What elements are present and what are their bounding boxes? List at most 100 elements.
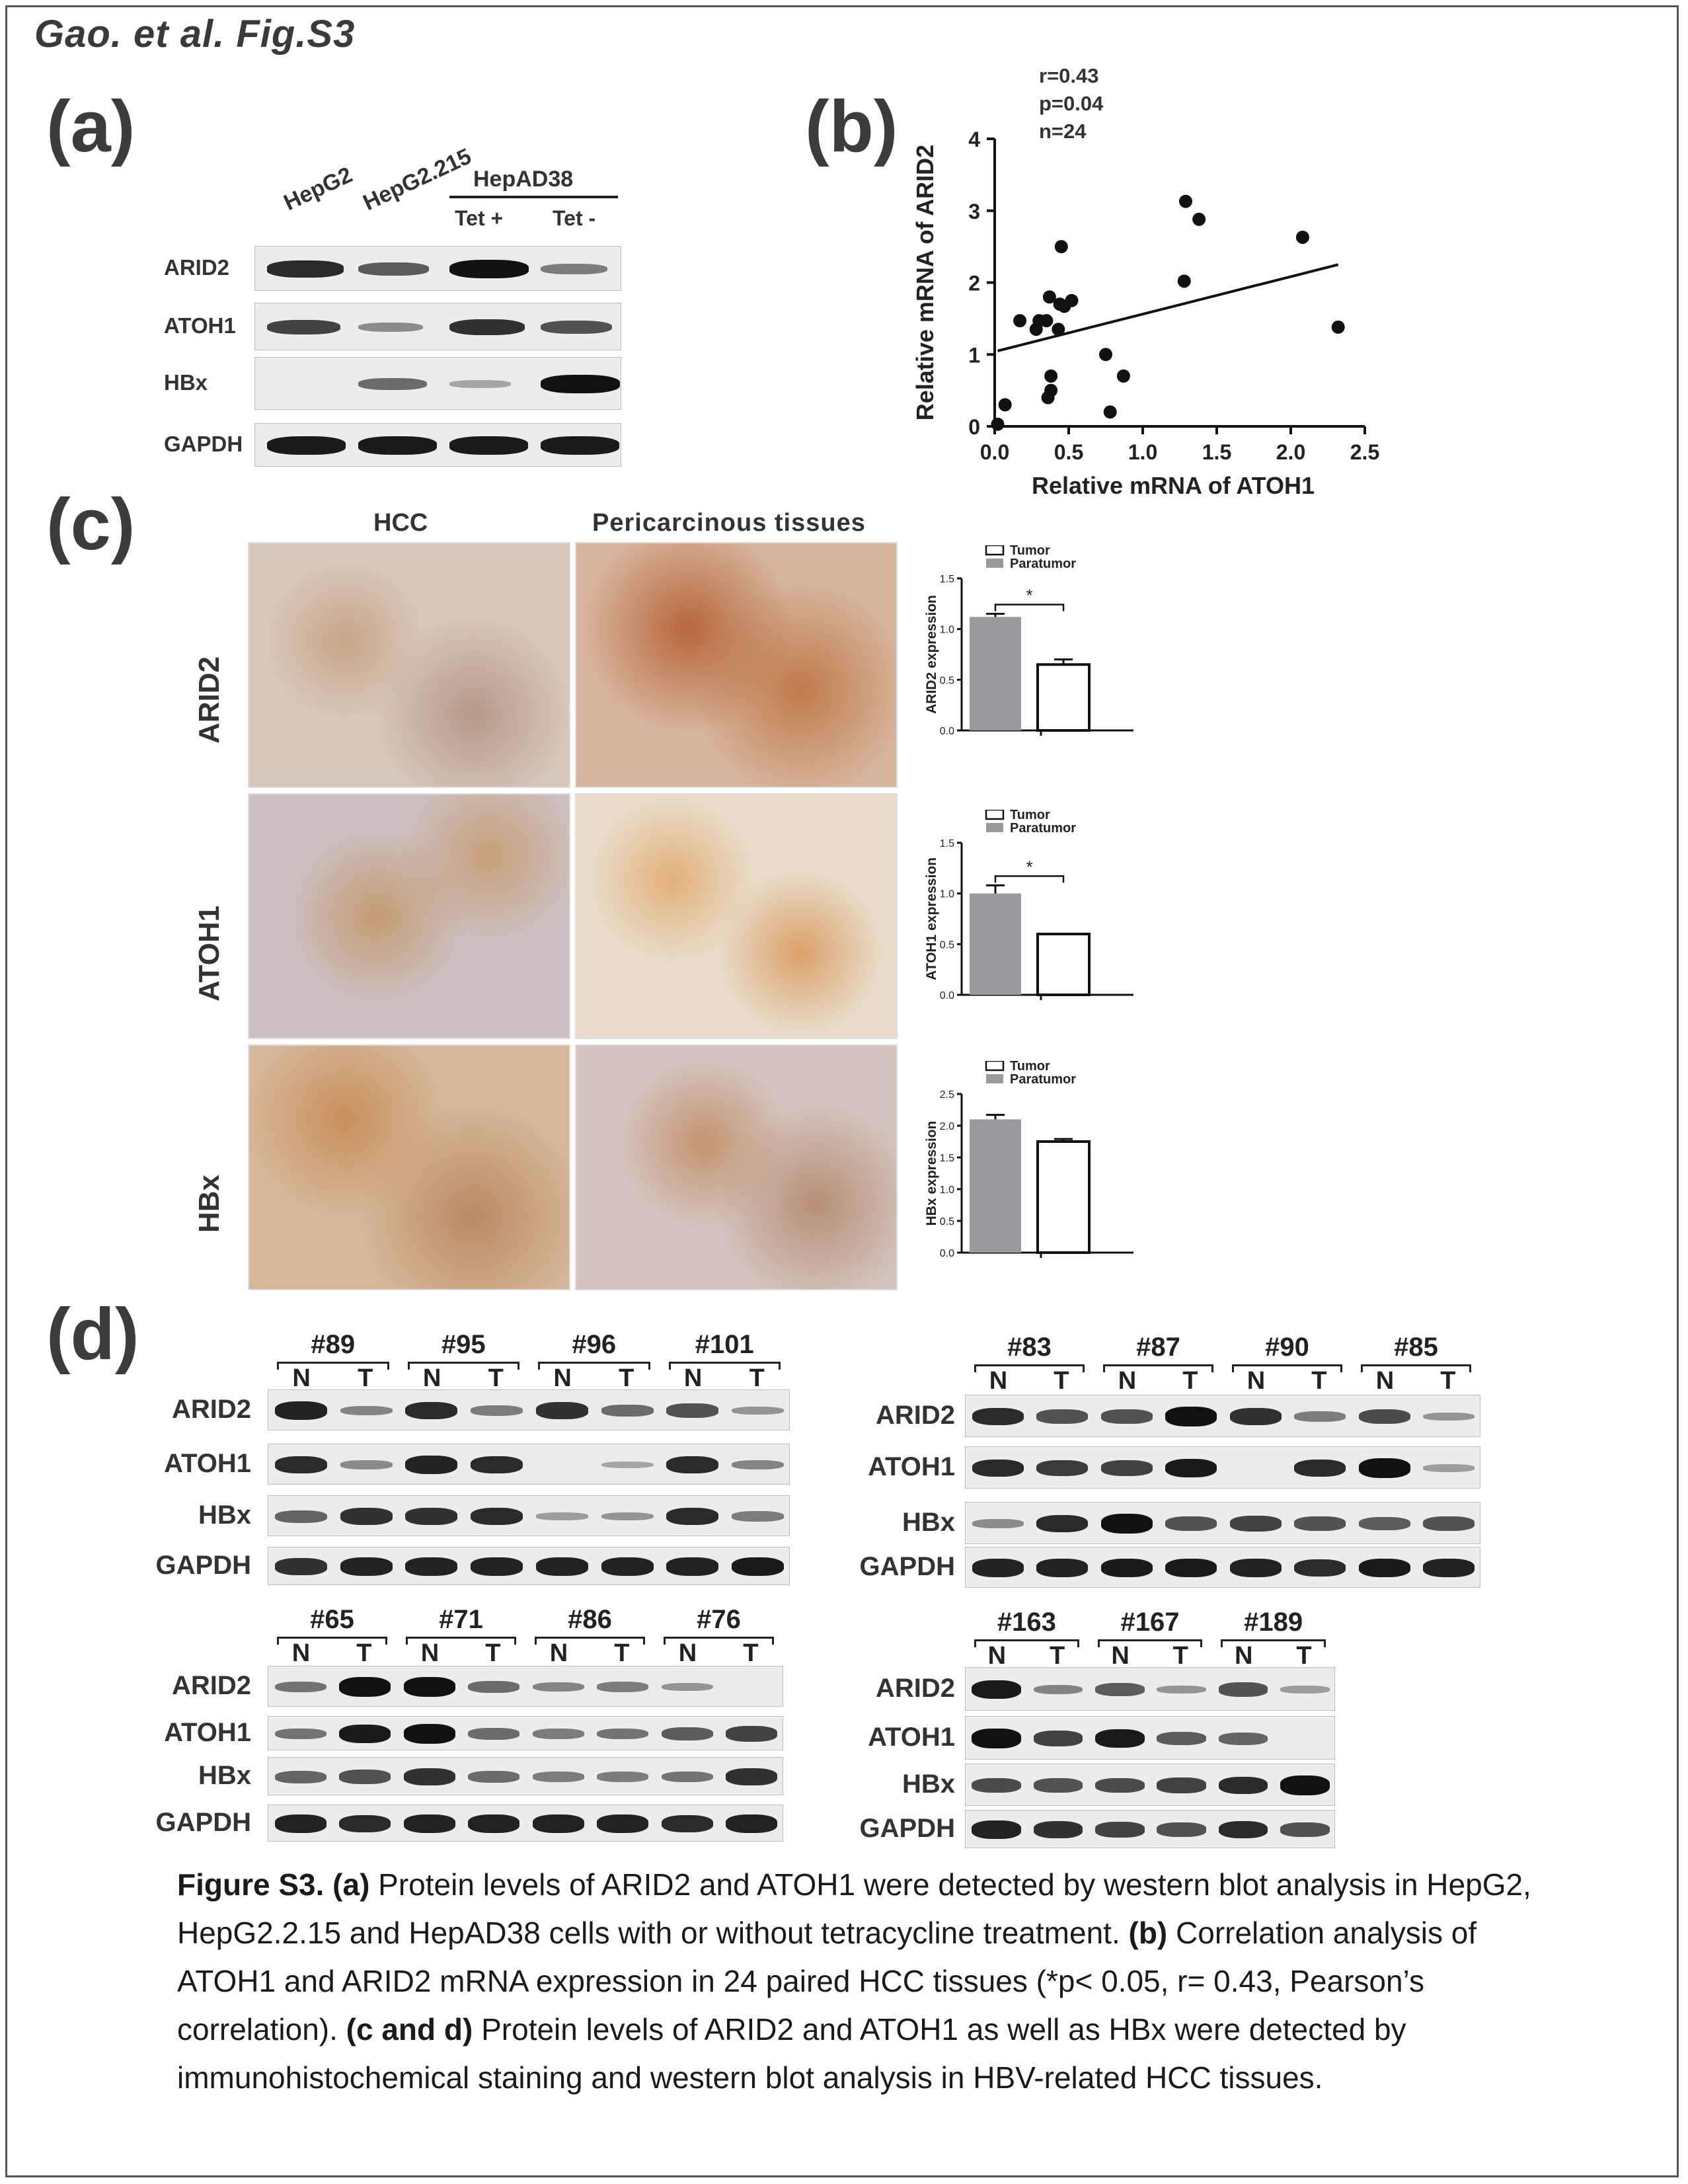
panel-b-label: (b): [805, 86, 898, 167]
n-label: N: [1111, 1642, 1130, 1670]
y-tick-label: 0: [968, 415, 980, 439]
legend-swatch-tumor: [985, 1061, 1005, 1072]
protein-band: [597, 1728, 649, 1740]
n-label: N: [292, 1364, 311, 1392]
protein-band: [339, 1677, 391, 1697]
tet-label: Tet +: [455, 206, 504, 230]
legend-label: Tumor: [1010, 1061, 1050, 1073]
protein-band: [1358, 1516, 1410, 1531]
protein-band: [532, 1729, 584, 1739]
y-tick-label: 3: [968, 200, 980, 223]
sample-bracket: [538, 1362, 540, 1370]
group-bracket: [449, 196, 618, 198]
data-point: [991, 417, 1005, 431]
sample-bracket: [406, 1637, 408, 1645]
protein-band: [601, 1512, 654, 1521]
blot-strip: [965, 1764, 1335, 1806]
protein-band: [726, 1726, 778, 1742]
blot-strip: [965, 1810, 1335, 1848]
data-point: [1042, 290, 1056, 304]
protein-band: [972, 1519, 1024, 1528]
protein-band: [468, 1728, 520, 1740]
significance-label: *: [1026, 857, 1032, 877]
protein-band: [1165, 1407, 1217, 1426]
sample-id: #96: [572, 1330, 617, 1359]
protein-band: [1218, 1776, 1268, 1795]
protein-band: [1095, 1729, 1145, 1748]
protein-band: [274, 1510, 327, 1523]
data-point: [1044, 383, 1058, 397]
sample-bracket: [648, 1362, 650, 1370]
bar: [970, 617, 1021, 730]
protein-band: [471, 1507, 523, 1526]
blot-strip: [254, 357, 621, 410]
t-label: T: [1182, 1367, 1198, 1395]
protein-band: [449, 380, 511, 388]
sample-bracket: [277, 1362, 279, 1370]
sample-bracket: [974, 1639, 1079, 1641]
protein-band: [267, 260, 344, 278]
protein-band: [471, 1405, 523, 1416]
protein-band: [1294, 1459, 1346, 1477]
protein-band: [1294, 1559, 1346, 1577]
blot-strip: [254, 303, 621, 350]
y-axis-label: ARID2 expression: [924, 595, 939, 714]
sample-bracket: [668, 1362, 671, 1370]
sample-id: #65: [310, 1605, 354, 1634]
y-tick-label: 1.0: [940, 625, 954, 636]
sample-id: #101: [695, 1330, 754, 1359]
bar: [1036, 663, 1091, 732]
protein-band: [541, 436, 619, 455]
ihc-image: [575, 542, 898, 788]
legend-label: Paratumor: [1010, 557, 1076, 571]
sample-bracket: [664, 1637, 666, 1645]
protein-band: [449, 436, 528, 455]
blot-row-label: ARID2: [875, 1674, 955, 1703]
sample-bracket: [1232, 1364, 1342, 1366]
blot-strip: [268, 1495, 790, 1536]
n-label: N: [1235, 1642, 1253, 1670]
t-label: T: [358, 1364, 373, 1392]
sample-id: #83: [1007, 1333, 1052, 1362]
protein-band: [1294, 1411, 1346, 1422]
blot-strip: [268, 1805, 783, 1842]
x-tick-label: 0.0: [980, 440, 1009, 464]
caption-text: Protein levels of ARID2 and ATOH1 as wel…: [177, 2012, 1406, 2095]
sample-bracket: [1361, 1364, 1363, 1372]
protein-band: [274, 1456, 327, 1474]
protein-band: [471, 1557, 523, 1576]
protein-band: [403, 1768, 455, 1785]
column-label-pericarcinous: Pericarcinous tissues: [592, 509, 866, 537]
sample-bracket: [772, 1637, 774, 1645]
x-tick-label: 2.5: [1350, 440, 1379, 464]
blot-strip: [268, 1547, 790, 1585]
n-label: N: [987, 1642, 1007, 1670]
legend-swatch-tumor: [985, 545, 1005, 556]
group-label: HepAD38: [473, 167, 574, 192]
t-label: T: [1172, 1642, 1188, 1670]
blot-strip: [268, 1757, 783, 1795]
protein-band: [1280, 1686, 1330, 1694]
protein-band: [274, 1728, 326, 1740]
protein-band: [666, 1557, 719, 1576]
protein-band: [468, 1771, 520, 1783]
sample-bracket: [538, 1362, 650, 1364]
blot-strip: [268, 1716, 783, 1750]
blot-row-label: GAPDH: [859, 1552, 955, 1581]
bar: [970, 893, 1021, 995]
protein-band: [972, 1820, 1021, 1839]
sample-bracket: [277, 1637, 387, 1639]
t-label: T: [356, 1639, 372, 1667]
protein-band: [1423, 1559, 1475, 1577]
blot-row-label: ATOH1: [164, 313, 236, 338]
t-label: T: [485, 1639, 501, 1667]
protein-band: [1423, 1412, 1475, 1421]
protein-band: [1033, 1778, 1083, 1793]
sample-bracket: [1097, 1639, 1100, 1647]
y-tick-label: 0.5: [940, 1216, 954, 1228]
scatter-plot: 0 1 2 3 4 0.0 0.5 1.0 1.5 2.0 2.5 Relative mRNA of …: [911, 128, 1379, 499]
y-tick-label: 1.5: [940, 1153, 954, 1164]
blot-row-label: HBx: [902, 1508, 955, 1537]
legend-label: Paratumor: [1010, 821, 1076, 836]
